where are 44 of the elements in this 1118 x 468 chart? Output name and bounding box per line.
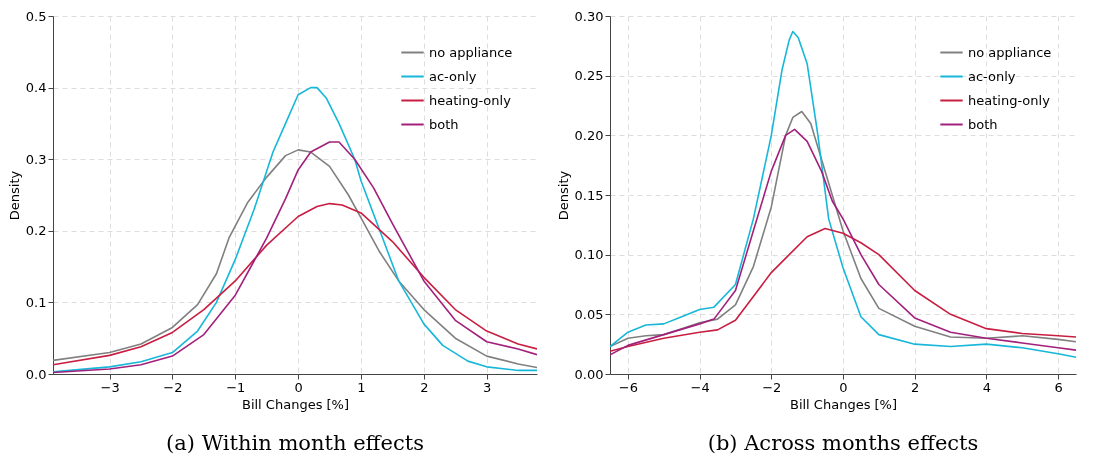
y-tick-label: 0.1	[25, 294, 47, 310]
legend-label: no appliance	[968, 44, 1052, 60]
x-tick-label: 3	[483, 379, 492, 395]
legend-label: both	[429, 116, 459, 132]
y-tick-label: 0.20	[574, 127, 604, 143]
y-tick-label: 0.0	[25, 366, 47, 382]
x-tick-label: 6	[1054, 379, 1063, 395]
x-tick-label: −4	[690, 379, 710, 395]
x-tick-label: −2	[163, 379, 183, 395]
y-tick-label: 0.05	[574, 306, 604, 322]
x-tick-label: −1	[226, 379, 246, 395]
y-tick-label: 0.4	[25, 80, 47, 96]
x-tick-label: −2	[762, 379, 782, 395]
y-tick-label: 0.25	[574, 68, 604, 84]
legend-label: both	[968, 116, 998, 132]
y-tick-label: 0.15	[574, 187, 604, 203]
legend-label: no appliance	[429, 44, 513, 60]
y-tick-label: 0.00	[574, 366, 604, 382]
legend-label: heating-only	[968, 92, 1051, 108]
x-tick-label: 0	[839, 379, 848, 395]
line-series	[53, 202, 537, 366]
y-axis-title: Density	[555, 170, 571, 221]
legend-label: ac-only	[429, 68, 477, 84]
text: (a) Within month effects	[166, 431, 424, 455]
x-tick-label: −6	[618, 379, 639, 395]
x-tick-label: −3	[100, 379, 120, 395]
x-tick-label: 2	[420, 379, 429, 395]
y-tick-label: 0.10	[574, 247, 604, 263]
y-axis-title: Density	[6, 170, 22, 221]
y-tick-label: 0.3	[25, 151, 47, 167]
y-tick-label: 0.5	[25, 8, 47, 24]
x-axis-title: Bill Changes [%]	[789, 396, 898, 412]
x-tick-label: 2	[911, 379, 920, 395]
legend-label: heating-only	[429, 92, 512, 108]
y-tick-label: 0.30	[574, 8, 604, 24]
text: (b) Across months effects	[707, 431, 979, 455]
x-tick-label: 0	[294, 379, 303, 395]
x-tick-label: 1	[357, 379, 366, 395]
line-series	[610, 227, 1076, 353]
line-series	[610, 30, 1076, 359]
x-tick-label: 4	[982, 379, 992, 395]
x-axis-title: Bill Changes [%]	[241, 396, 350, 412]
y-tick-label: 0.2	[25, 223, 47, 239]
legend-label: ac-only	[968, 68, 1016, 84]
